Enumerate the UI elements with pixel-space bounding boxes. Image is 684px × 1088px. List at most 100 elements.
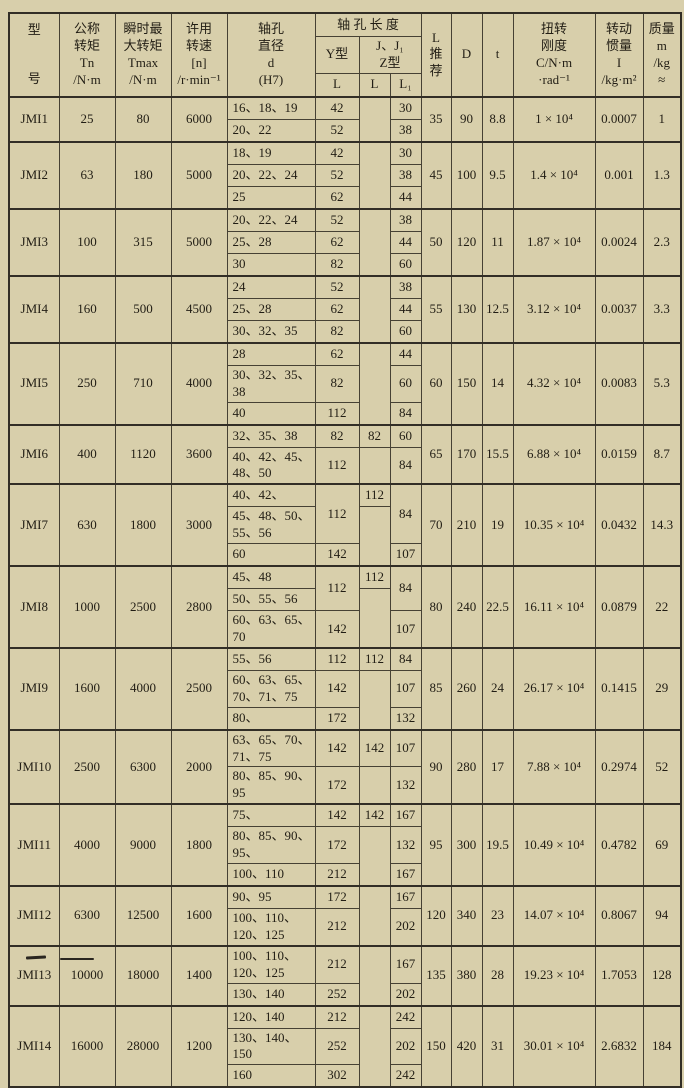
table-row: JMI4 160 500 4500 24 52 38 55 130 12.5 3.12 × 10⁴ 0…: [8, 274, 682, 344]
model-cell: JMI1: [8, 95, 60, 143]
model-cell: JMI8: [8, 565, 60, 649]
y-length-cell: 82: [314, 319, 360, 344]
max-torque-cell: 6300: [114, 728, 172, 805]
diameter-D-cell: 120: [450, 207, 483, 277]
header-l-recommended: L 推 荐: [420, 12, 452, 98]
t-cell: 11: [481, 207, 514, 277]
l1-length-cell: 44: [389, 185, 422, 210]
header-model-stack: 型 号: [12, 18, 57, 92]
table-row: JMI12 6300 12500 1600 90、95 172 167 120 340 23 14.…: [8, 885, 682, 947]
nominal-torque-cell: 10000: [58, 944, 116, 1007]
t-cell: 19: [481, 483, 514, 567]
bore-diameter-cell: 20、22: [226, 118, 316, 143]
l1-length-cell: 132: [389, 706, 422, 731]
diameter-D-cell: 280: [450, 728, 483, 805]
y-length-cell: 172: [314, 766, 360, 805]
t-cell: 9.5: [481, 140, 514, 210]
y-length-cell: 82: [314, 252, 360, 277]
header-nominal-torque: 公称 转矩 Tn /N·m: [58, 12, 116, 98]
nominal-torque-cell: 400: [58, 423, 116, 485]
l1-length-cell: 44: [389, 297, 422, 321]
y-length-cell: 42: [314, 95, 360, 120]
l-recommended-cell: 50: [420, 207, 452, 277]
l1-length-cell: 30: [389, 140, 422, 165]
l1-length-cell: 107: [389, 610, 422, 649]
t-cell: 23: [481, 885, 514, 947]
y-length-cell: 252: [314, 1027, 360, 1066]
j-length-cell: [358, 669, 391, 731]
y-length-cell: 52: [314, 207, 360, 232]
table-row: JMI10 2500 6300 2000 63、65、70、71、75 142 142 107…: [8, 728, 682, 805]
l1-length-cell: 202: [389, 982, 422, 1007]
y-length-cell: 52: [314, 274, 360, 299]
header-torsional-stiffness: 扭转 刚度 C/N·m ·rad⁻¹: [512, 12, 596, 98]
bore-diameter-cell: 80、85、90、95: [226, 766, 316, 805]
l1-length-cell: 44: [389, 341, 422, 366]
inertia-cell: 0.4782: [594, 803, 644, 887]
mass-cell: 3.3: [642, 274, 682, 344]
bore-diameter-cell: 100、110、120、125: [226, 908, 316, 947]
table-row: 50、55、56: [9, 588, 681, 649]
l-recommended-cell: 45: [420, 140, 452, 210]
l1-length-cell: 38: [389, 207, 422, 232]
mass-cell: 94: [642, 885, 682, 947]
inertia-cell: 0.0007: [594, 95, 644, 143]
max-torque-cell: 28000: [114, 1004, 172, 1088]
y-length-cell: 82: [314, 364, 360, 403]
model-cell: JMI12: [8, 885, 60, 947]
mass-cell: 22: [642, 565, 682, 649]
t-cell: 14: [481, 341, 514, 426]
j-length-cell: 142: [358, 803, 391, 828]
nominal-torque-cell: 100: [58, 207, 116, 277]
y-length-cell: 212: [314, 863, 360, 887]
mass-cell: 2.3: [642, 207, 682, 277]
nominal-torque-cell: 160: [58, 274, 116, 344]
y-length-cell: 142: [314, 728, 360, 768]
mass-cell: 29: [642, 646, 682, 731]
y-length-cell: 62: [314, 185, 360, 210]
diameter-D-cell: 210: [450, 483, 483, 567]
bore-diameter-cell: 60、63、65、70、71、75: [226, 669, 316, 708]
table-body: JMI1 25 80 6000 16、18、19 42 30 35 90 8.8 1 × 10⁴ 0.…: [8, 95, 682, 1088]
inertia-cell: 0.1415: [594, 646, 644, 731]
allowable-speed-cell: 4000: [170, 341, 228, 426]
y-length-cell: 52: [314, 118, 360, 143]
table-row: 30 82 60: [9, 252, 681, 277]
l-recommended-cell: 85: [420, 646, 452, 731]
y-length-cell: 42: [314, 140, 360, 165]
nominal-torque-cell: 1000: [58, 565, 116, 649]
inertia-cell: 0.8067: [594, 885, 644, 947]
allowable-speed-cell: 1600: [170, 885, 228, 947]
table-row: 30、32、35、38 82 60: [9, 364, 681, 403]
y-length-cell: 142: [314, 669, 360, 708]
torsional-stiffness-cell: 14.07 × 10⁴: [512, 885, 596, 947]
table-row: JMI8 1000 2500 2800 45、48 112 112 84 80 240 22.5 16…: [8, 565, 682, 649]
nominal-torque-cell: 16000: [58, 1004, 116, 1088]
mass-cell: 128: [642, 944, 682, 1007]
allowable-speed-cell: 3000: [170, 483, 228, 567]
j-length-cell: [358, 826, 391, 887]
torsional-stiffness-cell: 3.12 × 10⁴: [512, 274, 596, 344]
l1-length-cell: 132: [389, 826, 422, 865]
torsional-stiffness-cell: 10.49 × 10⁴: [512, 803, 596, 887]
torsional-stiffness-cell: 6.88 × 10⁴: [512, 423, 596, 485]
j-length-cell: 112: [358, 646, 391, 671]
nominal-torque-cell: 63: [58, 140, 116, 210]
y-length-cell: 212: [314, 1004, 360, 1029]
l1-length-cell: 167: [389, 944, 422, 984]
bore-diameter-cell: 130、140、150: [226, 1027, 316, 1066]
header-model-bottom: 号: [27, 71, 41, 86]
bore-diameter-cell: 80、: [226, 706, 316, 731]
inertia-cell: 0.2974: [594, 728, 644, 805]
y-length-cell: 302: [314, 1064, 360, 1088]
inertia-cell: 0.0037: [594, 274, 644, 344]
bore-diameter-cell: 60: [226, 543, 316, 567]
j-length-cell: [358, 506, 391, 567]
y-length-cell: 142: [314, 543, 360, 567]
j-length-cell: [358, 588, 391, 649]
bore-diameter-cell: 160: [226, 1064, 316, 1088]
l1-length-cell: 242: [389, 1004, 422, 1029]
diameter-D-cell: 300: [450, 803, 483, 887]
l1-length-cell: 60: [389, 252, 422, 277]
y-length-cell: 52: [314, 163, 360, 187]
